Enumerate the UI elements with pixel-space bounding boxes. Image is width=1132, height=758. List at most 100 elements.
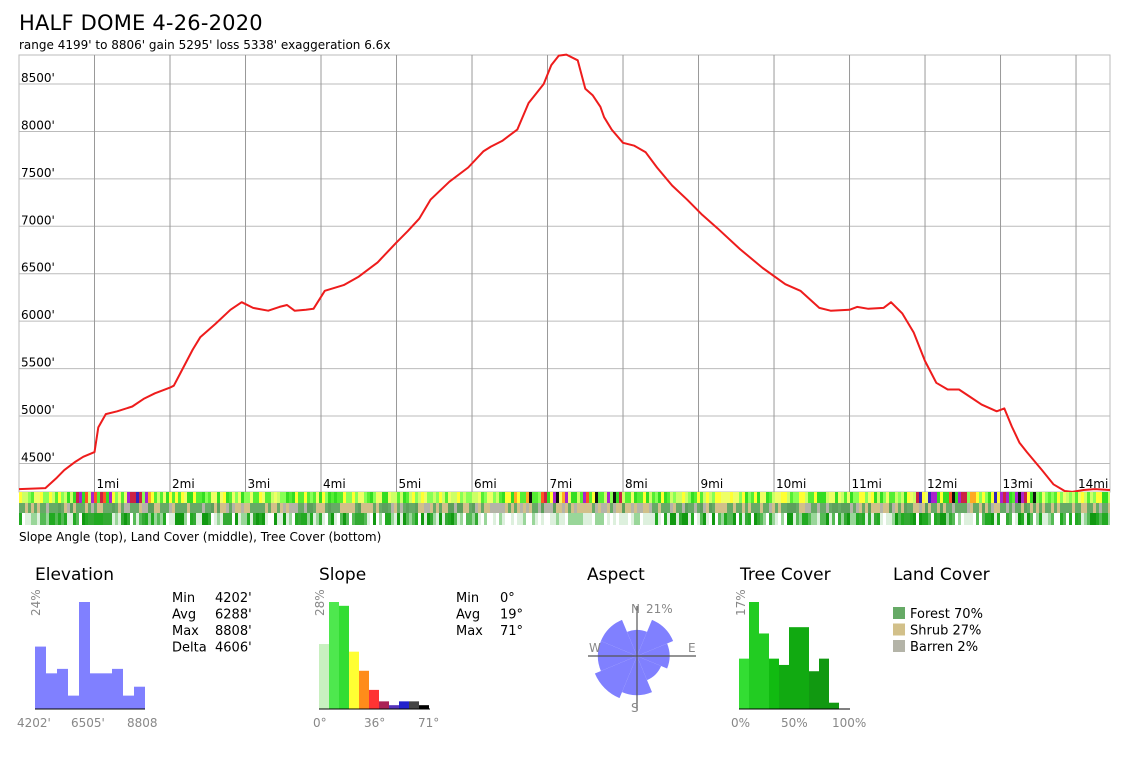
land-strip-segment: [445, 503, 448, 513]
tree-strip-segment: [1036, 513, 1039, 525]
land-strip-segment: [1072, 503, 1075, 513]
land-strip-segment: [118, 503, 121, 513]
tree-strip-segment: [298, 513, 301, 525]
land-strip-segment: [1078, 503, 1081, 513]
land-strip-segment: [349, 503, 352, 513]
land-strip-segment: [370, 503, 373, 513]
land-strip-segment: [781, 503, 784, 513]
slope-strip-segment: [412, 492, 415, 503]
land-strip-segment: [1018, 503, 1021, 513]
land-strip-segment: [1021, 503, 1024, 513]
land-strip-segment: [898, 503, 901, 513]
land-strip-segment: [475, 503, 478, 513]
tree-strip-segment: [985, 513, 988, 525]
tree-strip-segment: [445, 513, 448, 525]
tree-strip-segment: [988, 513, 991, 525]
slope-strip-segment: [304, 492, 307, 503]
tree-strip-segment: [577, 513, 580, 525]
slope-strip-segment: [814, 492, 817, 503]
land-strip-segment: [385, 503, 388, 513]
tree-strip-segment: [769, 513, 772, 525]
slope-strip-segment: [292, 492, 295, 503]
aspect-panel-title: Aspect: [587, 565, 645, 585]
slope-strip-segment: [472, 492, 475, 503]
tree-strip-segment: [736, 513, 739, 525]
land-strip-segment: [577, 503, 580, 513]
tree-strip-segment: [811, 513, 814, 525]
tree-strip-segment: [1108, 513, 1110, 525]
slope-strip-segment: [511, 492, 514, 503]
slope-strip-segment: [202, 492, 205, 503]
slope-strip-segment: [214, 492, 217, 503]
slope-strip-segment: [331, 492, 334, 503]
land-strip-segment: [373, 503, 376, 513]
slope-strip-segment: [910, 492, 913, 503]
tree-strip-segment: [28, 513, 31, 525]
tree-strip-segment: [157, 513, 160, 525]
tree-strip-segment: [154, 513, 157, 525]
tree-strip-segment: [643, 513, 646, 525]
land-strip-segment: [115, 503, 118, 513]
elevation-histogram-bar: [46, 673, 57, 709]
slope-strip-segment: [175, 492, 178, 503]
slope-strip-segment: [826, 492, 829, 503]
slope-strip-segment: [502, 492, 505, 503]
slope-strip-segment: [1033, 492, 1036, 503]
tree-cover-xtick: 50%: [781, 716, 808, 730]
land-strip-segment: [988, 503, 991, 513]
land-strip-segment: [640, 503, 643, 513]
tree-strip-segment: [439, 513, 442, 525]
slope-strip-segment: [148, 492, 151, 503]
land-strip-segment: [388, 503, 391, 513]
tree-strip-segment: [244, 513, 247, 525]
y-tick-label: 8000': [21, 118, 55, 132]
slope-strip-segment: [1051, 492, 1054, 503]
slope-strip-segment: [664, 492, 667, 503]
tree-strip-segment: [52, 513, 55, 525]
tree-strip-segment: [307, 513, 310, 525]
slope-strip-segment: [820, 492, 823, 503]
slope-strip-segment: [34, 492, 37, 503]
elevation-stat-value: 4606': [215, 641, 252, 656]
tree-strip-segment: [373, 513, 376, 525]
tree-strip-segment: [1030, 513, 1033, 525]
slope-strip-segment: [208, 492, 211, 503]
slope-strip-segment: [1102, 492, 1105, 503]
y-tick-label: 5000': [21, 403, 55, 417]
land-strip-segment: [616, 503, 619, 513]
tree-strip-segment: [247, 513, 250, 525]
slope-histogram-bar: [329, 602, 339, 709]
slope-strip-segment: [982, 492, 985, 503]
x-tick-label: 3mi: [248, 477, 271, 491]
slope-strip-segment: [439, 492, 442, 503]
land-strip-segment: [631, 503, 634, 513]
land-strip-segment: [304, 503, 307, 513]
slope-strip-segment: [964, 492, 967, 503]
tree-strip-segment: [502, 513, 505, 525]
land-strip-segment: [883, 503, 886, 513]
slope-strip-segment: [310, 492, 313, 503]
tree-strip-segment: [1012, 513, 1015, 525]
land-strip-segment: [292, 503, 295, 513]
tree-strip-segment: [268, 513, 271, 525]
land-strip-segment: [862, 503, 865, 513]
tree-strip-segment: [655, 513, 658, 525]
tree-strip-segment: [430, 513, 433, 525]
land-strip-segment: [1009, 503, 1012, 513]
tree-strip-segment: [556, 513, 559, 525]
tree-strip-segment: [706, 513, 709, 525]
slope-strip-segment: [544, 492, 547, 503]
tree-strip-segment: [817, 513, 820, 525]
land-strip-segment: [1060, 503, 1063, 513]
tree-cover-panel: Tree Cover 17% 0% 50% 100%: [731, 565, 866, 730]
tree-strip-segment: [499, 513, 502, 525]
tree-strip-segment: [226, 513, 229, 525]
slope-strip-segment: [79, 492, 82, 503]
tree-strip-segment: [583, 513, 586, 525]
slope-strip-segment: [490, 492, 493, 503]
slope-strip-segment: [694, 492, 697, 503]
land-strip-segment: [61, 503, 64, 513]
elevation-histogram-bar: [134, 686, 145, 709]
land-strip-segment: [124, 503, 127, 513]
land-strip-segment: [517, 503, 520, 513]
